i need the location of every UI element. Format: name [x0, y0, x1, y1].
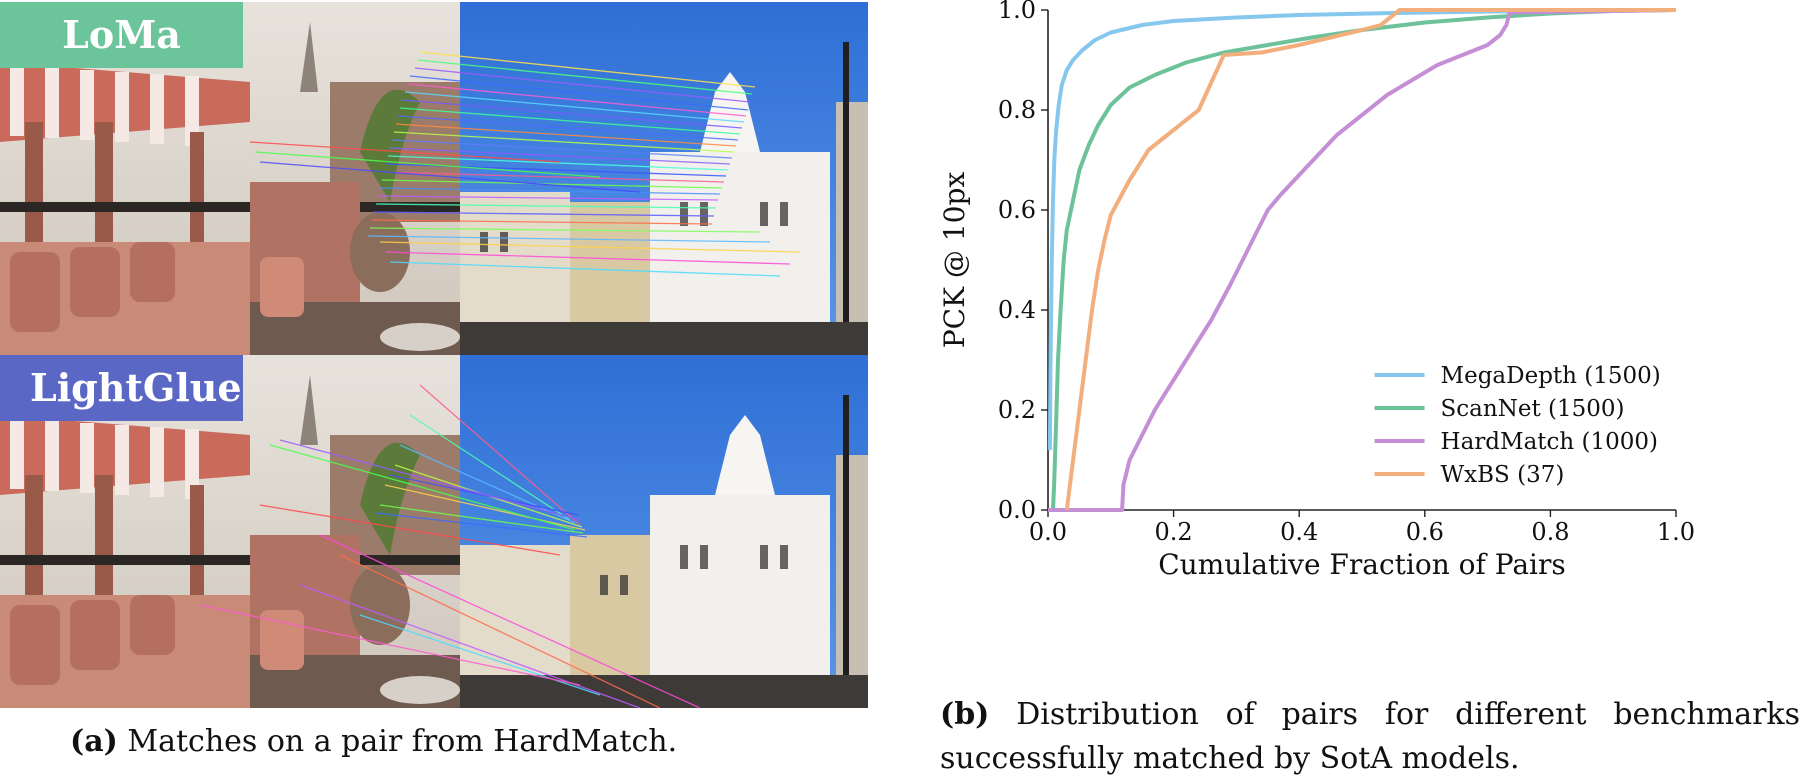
- y-tick-label: 0.8: [998, 96, 1036, 124]
- x-tick-label: 0.4: [1280, 518, 1318, 546]
- series-line-wxbs: [1064, 8, 1676, 511]
- x-tick-label: 1.0: [1657, 518, 1695, 546]
- figure-b-chart: 0.0 0.2 0.4 0.6 0.8 1.0 0.0 0.2 0.4 0.6 0.8 1.0 Meg…: [900, 0, 1809, 680]
- loma-scene: [0, 2, 868, 355]
- y-tick-label: 0.4: [998, 296, 1036, 324]
- x-tick-label: 0.6: [1406, 518, 1444, 546]
- lightglue-badge: LightGlue: [0, 355, 243, 421]
- pck-chart: 0.0 0.2 0.4 0.6 0.8 1.0 0.0 0.2 0.4 0.6 0.8 1.0 Meg…: [938, 0, 1695, 581]
- series-line-megadepth: [1047, 8, 1677, 451]
- y-tick-label: 0.6: [998, 196, 1036, 224]
- chart-series: [1047, 8, 1677, 512]
- caption-b-label: (b): [940, 697, 990, 732]
- x-tick-label: 0.0: [1029, 518, 1067, 546]
- caption-b-text: Distribution of pairs for different benc…: [940, 697, 1800, 776]
- legend-label: MegaDepth (1500): [1441, 363, 1661, 389]
- loma-badge: LoMa: [0, 2, 243, 68]
- x-tick-label: 0.8: [1531, 518, 1569, 546]
- legend-label: ScanNet (1500): [1441, 396, 1625, 422]
- series-line-scannet: [1051, 8, 1677, 511]
- legend-label: HardMatch (1000): [1441, 429, 1658, 455]
- y-tick-label: 0.0: [998, 496, 1036, 524]
- caption-a-text: Matches on a pair from HardMatch.: [127, 724, 678, 759]
- caption-a: (a) Matches on a pair from HardMatch.: [70, 720, 850, 764]
- loma-match-image: LoMa: [0, 2, 868, 355]
- x-axis-label: Cumulative Fraction of Pairs: [1158, 548, 1565, 581]
- figure-a: LoMa: [0, 0, 870, 783]
- y-tick-label: 0.2: [998, 396, 1036, 424]
- y-tick-label: 1.0: [998, 0, 1036, 24]
- caption-b: (b) Distribution of pairs for different …: [940, 693, 1800, 781]
- series-line-hardmatch: [1048, 8, 1677, 512]
- caption-a-label: (a): [70, 724, 118, 759]
- y-axis-label: PCK @ 10px: [938, 172, 971, 349]
- lightglue-scene: [0, 355, 868, 708]
- chart-legend: MegaDepth (1500) ScanNet (1500) HardMatch …: [1374, 363, 1661, 488]
- x-tick-label: 0.2: [1155, 518, 1193, 546]
- chart-axes: 0.0 0.2 0.4 0.6 0.8 1.0 0.0 0.2 0.4 0.6 0.8 1.0: [998, 0, 1695, 546]
- legend-label: WxBS (37): [1441, 462, 1565, 488]
- lightglue-match-image: LightGlue: [0, 355, 868, 708]
